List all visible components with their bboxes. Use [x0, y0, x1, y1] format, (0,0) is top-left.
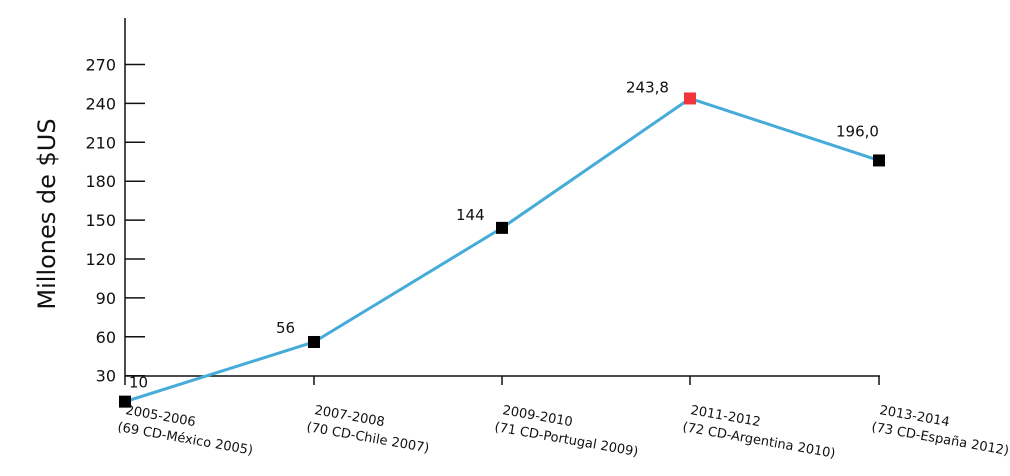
y-tick-label: 90 — [96, 289, 116, 308]
data-point — [873, 154, 885, 167]
y-tick-label: 60 — [96, 328, 116, 347]
data-point — [496, 221, 508, 234]
data-label: 196,0 — [836, 122, 879, 140]
x-ticks: 2005-2006(69 CD-México 2005) 2007-2008(70… — [116, 376, 1010, 462]
data-label: 144 — [456, 206, 485, 224]
axes — [124, 18, 880, 377]
x-tick-label-group: 2009-2010(71 CD-Portugal 2009) — [493, 403, 639, 460]
data-label: 10 — [129, 374, 148, 392]
y-ticks: 30 60 90 120 150 180 210 240 270 — [85, 55, 145, 386]
series: 10 56 144 243,8 196,0 — [119, 78, 885, 408]
x-tick-label-group: 2007-2008(70 CD-Chile 2007) — [305, 403, 430, 456]
y-tick-label: 150 — [85, 211, 116, 230]
series-line — [123, 96, 881, 404]
y-tick-label: 30 — [96, 367, 116, 386]
y-tick-label: 270 — [85, 55, 116, 74]
y-axis-label: Millones de $US — [33, 118, 61, 309]
y-tick-label: 240 — [85, 94, 116, 113]
x-tick-label-group: 2005-2006(69 CD-México 2005) — [116, 403, 254, 458]
y-tick-label: 120 — [85, 250, 116, 269]
data-point-highlight — [684, 92, 696, 105]
x-tick-label-group: 2013-2014(73 CD-España 2012) — [870, 403, 1010, 459]
data-label: 56 — [276, 319, 295, 337]
data-point — [119, 395, 131, 408]
y-axis-label-group: Millones de $US — [33, 118, 61, 309]
data-point — [308, 335, 320, 348]
y-tick-label: 210 — [85, 133, 116, 152]
y-tick-label: 180 — [85, 172, 116, 191]
data-label: 243,8 — [626, 78, 669, 96]
x-tick-label-group: 2011-2012(72 CD-Argentina 2010) — [681, 403, 836, 462]
